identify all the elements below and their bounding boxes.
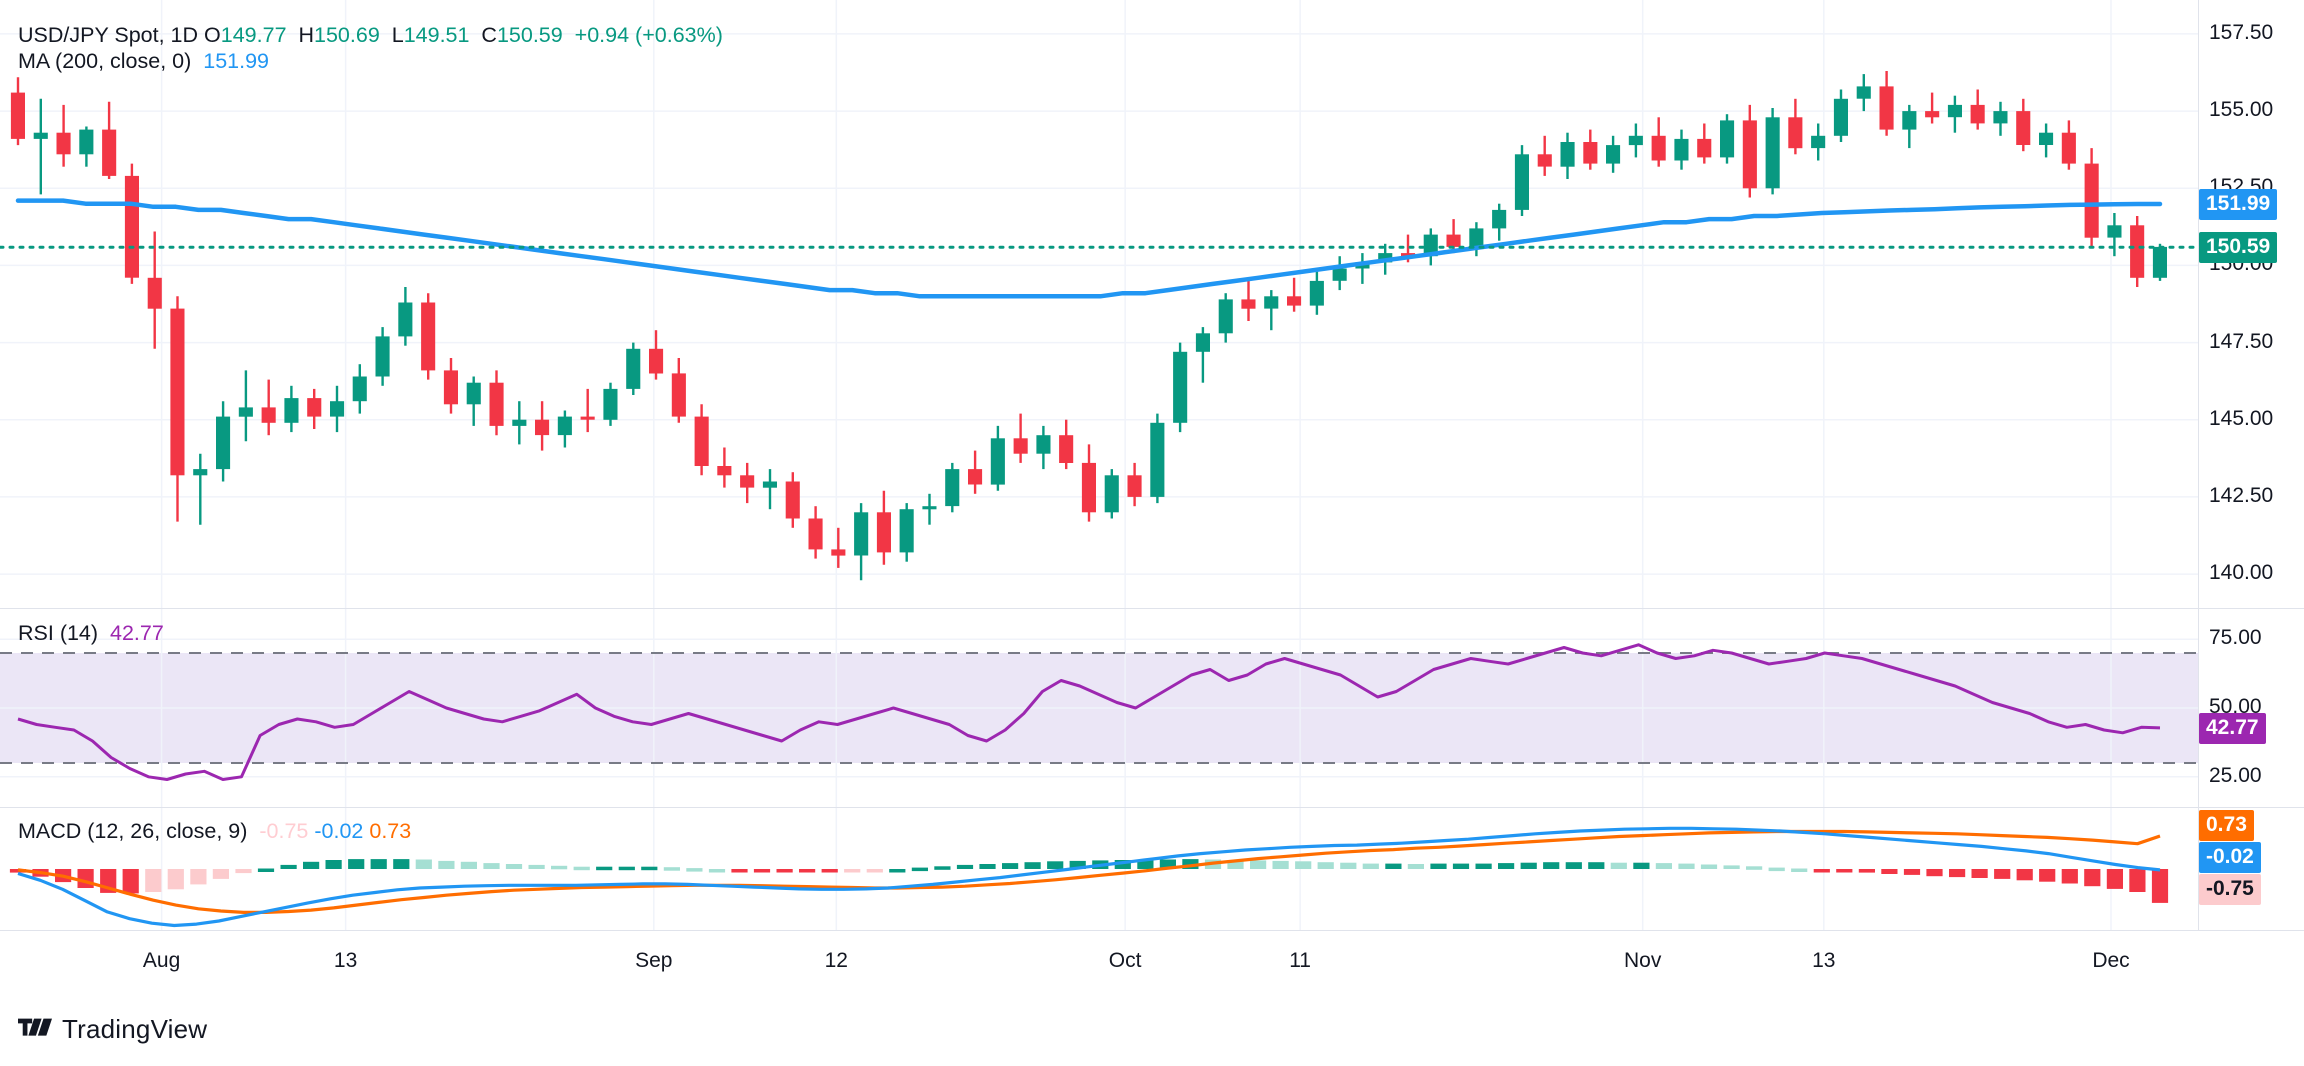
time-axis-tick-1: 13 — [333, 949, 358, 972]
price-pane[interactable] — [0, 0, 2198, 608]
price-scale-divider-1 — [2199, 807, 2304, 808]
time-axis-tick-0: Aug — [142, 949, 181, 972]
price-axis-tick-5: 145.00 — [2209, 406, 2274, 430]
time-axis-tick-7: 13 — [1812, 949, 1836, 972]
price-scale[interactable]: 157.50 155.00 152.50 150.00 147.50 145.00 142.… — [2198, 0, 2304, 930]
tradingview-logo[interactable]: TradingView — [18, 1014, 207, 1045]
tradingview-wordmark: TradingView — [62, 1013, 208, 1044]
time-scale[interactable]: Aug 13 Sep 12 Oct 11 Nov 13 Dec — [0, 930, 2304, 992]
rsi-axis-tick-0: 75.00 — [2209, 626, 2262, 650]
time-axis-tick-4: Oct — [1108, 949, 1142, 972]
time-axis-tick-3: 12 — [824, 949, 848, 972]
rsi-value-badge[interactable]: 42.77 — [2199, 712, 2266, 745]
time-axis-tick-8: Dec — [2092, 949, 2130, 972]
price-scale-divider-0 — [2199, 608, 2304, 609]
price-plot — [0, 0, 2198, 608]
rsi-axis-tick-2: 25.00 — [2209, 763, 2262, 787]
rsi-plot — [0, 609, 2198, 807]
price-axis-tick-0: 157.50 — [2209, 20, 2274, 44]
tradingview-mark-icon — [18, 1018, 52, 1036]
macd-plot — [9, 808, 2169, 930]
macd-signal-badge[interactable]: 0.73 — [2199, 810, 2254, 842]
rsi-axis-tick-1: 50.00 — [2209, 695, 2262, 718]
macd-pane[interactable] — [0, 808, 2198, 930]
price-axis-tick-7: 140.00 — [2209, 561, 2274, 585]
macd-line-badge[interactable]: -0.02 — [2199, 842, 2261, 874]
price-axis-tick-1: 155.00 — [2209, 98, 2274, 122]
pane-divider-rsi — [0, 608, 2304, 609]
time-axis-tick-6: Nov — [1624, 949, 1662, 972]
price-axis-tick-4: 147.50 — [2209, 329, 2274, 353]
macd-hist-badge[interactable]: -0.75 — [2199, 874, 2261, 906]
ma-price-badge[interactable]: 151.99 — [2199, 189, 2278, 221]
pane-divider-macd — [0, 807, 2304, 808]
time-axis-tick-2: Sep — [635, 949, 673, 972]
rsi-pane[interactable] — [0, 609, 2198, 807]
price-axis-tick-6: 142.50 — [2209, 483, 2274, 507]
last-price-badge[interactable]: 150.59 — [2199, 232, 2278, 264]
time-axis-tick-5: 11 — [1289, 949, 1311, 972]
chart-footer: TradingView — [0, 992, 2304, 1066]
